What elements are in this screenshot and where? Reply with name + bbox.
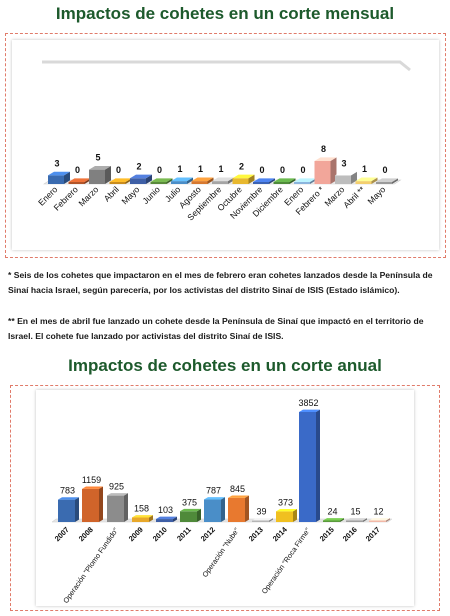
annual-bar-9 <box>276 508 297 522</box>
data-label-11: 0 <box>280 165 285 175</box>
bar-15 <box>355 177 378 184</box>
annual-tick-2013: 2013 <box>247 525 265 543</box>
annual-data-label-13: 12 <box>373 507 383 517</box>
annual-bar-6 <box>204 497 225 522</box>
annual-bar-10 <box>299 409 320 522</box>
annual-chart-title: Impactos de cohetes en un corte anual <box>68 356 382 375</box>
data-label-7: 1 <box>198 164 203 174</box>
annual-data-label-3: 158 <box>134 503 149 513</box>
annual-data-label-0: 783 <box>60 486 75 496</box>
annual-data-label-5: 375 <box>182 497 197 507</box>
monthly-chart-panel <box>12 40 439 250</box>
annual-data-label-2: 925 <box>109 482 124 492</box>
chart-top-line <box>42 60 411 72</box>
annual-data-label-12: 15 <box>350 507 360 517</box>
monthly-chart-title: Impactos de cohetes en un corte mensual <box>55 4 395 23</box>
annual-bar-1 <box>82 486 103 522</box>
annual-data-label-9: 373 <box>278 497 293 507</box>
data-label-1: 0 <box>75 165 80 175</box>
data-label-0: 3 <box>54 158 59 168</box>
data-label-4: 2 <box>136 161 141 171</box>
annual-bar-12 <box>346 518 367 522</box>
bar-14 <box>335 171 357 184</box>
annual-tick-2007: 2007 <box>53 525 71 543</box>
data-label-3: 0 <box>116 165 121 175</box>
annual-tick-2009: 2009 <box>127 525 145 543</box>
annual-tick-2017: 2017 <box>364 525 382 543</box>
annual-tick-2014: 2014 <box>271 524 290 543</box>
data-label-9: 2 <box>239 161 244 171</box>
annual-bar-11 <box>323 518 344 522</box>
bar-9 <box>232 174 255 184</box>
annual-bar-8 <box>252 518 273 522</box>
annual-data-label-7: 845 <box>230 484 245 494</box>
annual-data-label-6: 787 <box>206 486 221 496</box>
annual-tick-2008: 2008 <box>77 525 95 543</box>
annual-tick-2011: 2011 <box>175 525 193 543</box>
annual-data-label-8: 39 <box>256 507 266 517</box>
bar-5 <box>150 178 173 184</box>
bar-11 <box>273 178 296 184</box>
data-label-5: 0 <box>157 165 162 175</box>
annual-data-label-1: 1159 <box>82 475 101 485</box>
monthly-chart: 3Enero0Febrero5Marzo0Abril2Mayo0Junio1Ju… <box>36 60 411 222</box>
annual-bar-2 <box>107 493 128 522</box>
footnote-february: * Seis de los cohetes que impactaron en … <box>8 270 433 295</box>
annual-data-label-10: 3852 <box>298 398 318 408</box>
annual-bar-5 <box>180 508 201 522</box>
annual-tick-2012: 2012 <box>199 525 217 543</box>
bar-10 <box>253 178 275 184</box>
annual-bar-0 <box>58 497 79 522</box>
annual-bar-7 <box>228 495 249 522</box>
annual-bar-13 <box>369 518 390 522</box>
annual-operation-label-0: Operación "Plomo Fundido" <box>61 526 120 605</box>
annual-bar-3 <box>132 515 153 522</box>
annual-bar-4 <box>156 516 177 522</box>
annual-tick-2016: 2016 <box>341 525 359 543</box>
bar-16 <box>376 178 398 184</box>
annual-tick-2015: 2015 <box>318 525 336 543</box>
data-label-6: 1 <box>177 164 182 174</box>
bar-6 <box>171 177 193 184</box>
data-label-14: 3 <box>341 158 346 168</box>
data-label-13: 8 <box>321 144 326 154</box>
annual-operation-label-2: Operación "Roca Firme" <box>260 526 313 596</box>
annual-tick-2010: 2010 <box>151 525 169 543</box>
bar-2 <box>89 166 111 184</box>
bar-0 <box>48 171 70 184</box>
data-label-10: 0 <box>259 165 264 175</box>
data-label-16: 0 <box>382 165 387 175</box>
annual-data-label-11: 24 <box>327 507 337 517</box>
footnote-april: ** En el mes de abril fue lanzado un coh… <box>8 316 424 341</box>
data-label-8: 1 <box>218 164 223 174</box>
data-label-2: 5 <box>95 153 100 163</box>
data-label-12: 0 <box>300 165 305 175</box>
bar-7 <box>191 177 214 184</box>
annual-data-label-4: 103 <box>158 505 173 515</box>
data-label-15: 1 <box>362 164 367 174</box>
bar-4 <box>130 174 152 184</box>
